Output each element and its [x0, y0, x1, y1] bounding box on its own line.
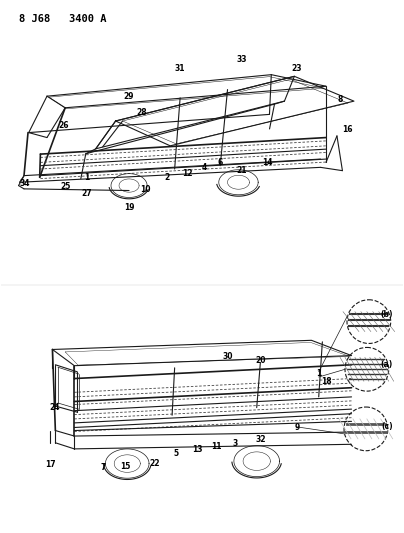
- Text: 12: 12: [182, 169, 193, 179]
- Text: 1: 1: [84, 173, 90, 182]
- Text: 16: 16: [343, 125, 353, 134]
- Text: 18: 18: [321, 377, 331, 386]
- Text: 23: 23: [292, 63, 302, 72]
- Text: 6: 6: [218, 158, 223, 167]
- Text: 26: 26: [58, 122, 69, 131]
- Text: 4: 4: [201, 163, 206, 172]
- Text: 5: 5: [174, 449, 179, 458]
- Text: 30: 30: [222, 352, 233, 361]
- Text: 7: 7: [101, 463, 106, 472]
- Text: (b): (b): [381, 310, 393, 319]
- Text: 21: 21: [237, 166, 247, 175]
- Text: 8 J68: 8 J68: [19, 14, 50, 24]
- Text: 32: 32: [255, 435, 265, 444]
- Text: 1: 1: [316, 368, 321, 377]
- Text: 2: 2: [165, 173, 170, 182]
- Text: 15: 15: [120, 462, 130, 471]
- Text: 14: 14: [263, 158, 273, 167]
- Text: 9: 9: [294, 423, 299, 432]
- Text: 3400 A: 3400 A: [69, 14, 106, 24]
- Text: 17: 17: [45, 459, 56, 469]
- Text: 3: 3: [232, 439, 238, 448]
- Text: (c): (c): [381, 422, 393, 431]
- Text: 10: 10: [140, 185, 151, 195]
- Text: 22: 22: [149, 459, 160, 468]
- Text: 34: 34: [20, 180, 30, 188]
- Text: 19: 19: [124, 203, 134, 212]
- Text: 27: 27: [82, 189, 93, 198]
- Text: 8: 8: [338, 95, 343, 104]
- Text: 24: 24: [49, 403, 59, 412]
- Text: (a): (a): [381, 360, 393, 369]
- Text: 29: 29: [124, 92, 134, 101]
- Text: 33: 33: [237, 55, 247, 64]
- Text: 31: 31: [175, 63, 185, 72]
- Text: 13: 13: [192, 445, 203, 454]
- Text: 28: 28: [137, 108, 147, 117]
- Text: 20: 20: [255, 356, 265, 365]
- Text: 25: 25: [60, 182, 70, 191]
- Text: 11: 11: [211, 442, 222, 451]
